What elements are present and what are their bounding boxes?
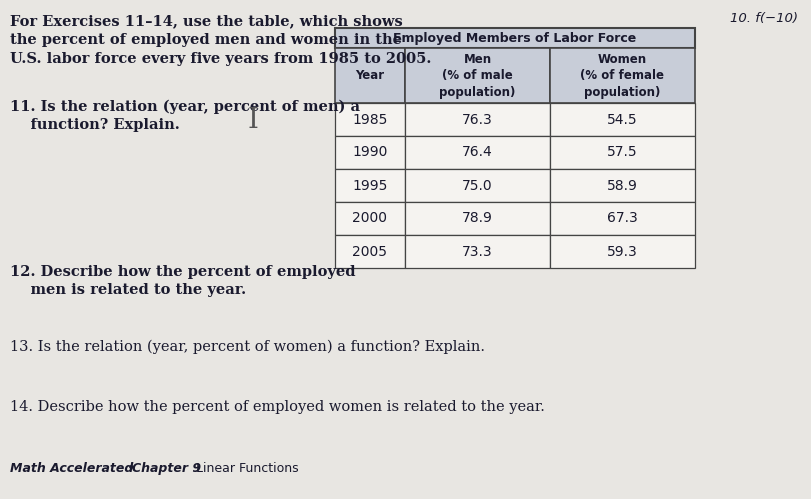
Bar xyxy=(405,48,549,103)
Bar xyxy=(335,169,405,202)
Text: function? Explain.: function? Explain. xyxy=(10,118,179,132)
Bar xyxy=(405,103,549,136)
Text: 73.3: 73.3 xyxy=(461,245,492,258)
Bar xyxy=(549,136,694,169)
Text: Chapter 9: Chapter 9 xyxy=(132,462,201,475)
Text: 11. Is the relation (year, percent of men) a: 11. Is the relation (year, percent of me… xyxy=(10,100,359,114)
Text: For Exercises 11–14, use the table, which shows: For Exercises 11–14, use the table, whic… xyxy=(10,14,402,28)
Bar xyxy=(405,235,549,268)
Text: 58.9: 58.9 xyxy=(607,179,637,193)
Text: 78.9: 78.9 xyxy=(461,212,492,226)
Text: Year: Year xyxy=(355,69,384,82)
Text: Men
(% of male
population): Men (% of male population) xyxy=(439,52,515,98)
Bar xyxy=(335,28,694,48)
Bar xyxy=(335,136,405,169)
Text: U.S. labor force every five years from 1985 to 2005.: U.S. labor force every five years from 1… xyxy=(10,52,431,66)
Bar xyxy=(335,103,405,136)
Bar xyxy=(549,169,694,202)
Text: 10. f(−10): 10. f(−10) xyxy=(729,12,797,25)
Bar xyxy=(549,235,694,268)
Text: Women
(% of female
population): Women (% of female population) xyxy=(580,52,663,98)
Text: 75.0: 75.0 xyxy=(461,179,492,193)
Text: 54.5: 54.5 xyxy=(607,112,637,127)
Text: •: • xyxy=(122,462,139,475)
Bar xyxy=(335,48,405,103)
Text: 76.3: 76.3 xyxy=(461,112,492,127)
Text: 76.4: 76.4 xyxy=(461,146,492,160)
Text: 59.3: 59.3 xyxy=(607,245,637,258)
Text: men is related to the year.: men is related to the year. xyxy=(10,283,246,297)
Bar xyxy=(549,48,694,103)
Bar xyxy=(405,136,549,169)
Text: I: I xyxy=(247,106,258,134)
Bar xyxy=(335,235,405,268)
Text: 14. Describe how the percent of employed women is related to the year.: 14. Describe how the percent of employed… xyxy=(10,400,544,414)
Bar xyxy=(335,202,405,235)
Text: 67.3: 67.3 xyxy=(607,212,637,226)
Text: Linear Functions: Linear Functions xyxy=(191,462,298,475)
Bar xyxy=(405,202,549,235)
Bar xyxy=(549,103,694,136)
Text: 12. Describe how the percent of employed: 12. Describe how the percent of employed xyxy=(10,265,355,279)
Text: 1990: 1990 xyxy=(352,146,387,160)
Text: Employed Members of Labor Force: Employed Members of Labor Force xyxy=(393,31,636,44)
Text: 2000: 2000 xyxy=(352,212,387,226)
Text: Math Accelerated: Math Accelerated xyxy=(10,462,133,475)
Text: the percent of employed men and women in the: the percent of employed men and women in… xyxy=(10,33,401,47)
Text: 13. Is the relation (year, percent of women) a function? Explain.: 13. Is the relation (year, percent of wo… xyxy=(10,340,484,354)
Bar xyxy=(405,169,549,202)
Text: 1985: 1985 xyxy=(352,112,387,127)
Text: 2005: 2005 xyxy=(352,245,387,258)
Bar xyxy=(549,202,694,235)
Text: 1995: 1995 xyxy=(352,179,387,193)
Text: 57.5: 57.5 xyxy=(607,146,637,160)
